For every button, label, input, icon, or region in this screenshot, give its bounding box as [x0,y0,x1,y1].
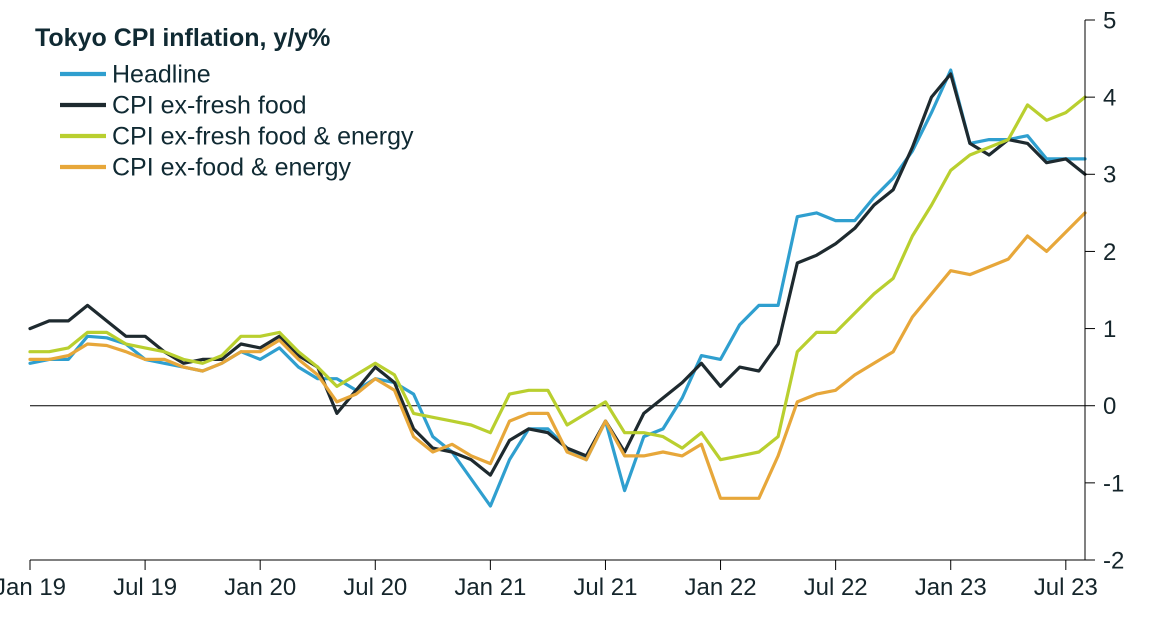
y-tick-label: 0 [1103,393,1116,420]
x-tick-label: Jan 19 [0,574,66,601]
x-tick-label: Jan 22 [685,574,757,601]
x-tick-label: Jan 20 [224,574,296,601]
legend-label: CPI ex-fresh food [112,91,307,119]
y-tick-label: 2 [1103,239,1116,266]
y-tick-label: 1 [1103,316,1116,343]
x-tick-label: Jul 23 [1034,574,1098,601]
chart-title: Tokyo CPI inflation, y/y% [35,24,330,52]
y-tick-label: 5 [1103,7,1116,34]
x-tick-label: Jan 21 [454,574,526,601]
legend-label: CPI ex-fresh food & energy [112,122,414,150]
x-tick-label: Jul 20 [343,574,407,601]
y-tick-label: 3 [1103,162,1116,189]
x-tick-label: Jul 19 [113,574,177,601]
legend-label: Headline [112,60,211,88]
y-tick-label: -1 [1103,470,1124,497]
y-tick-label: 4 [1103,85,1116,112]
y-tick-label: -2 [1103,547,1124,574]
cpi-line-chart: Jan 19 Jul 19 Jan 20 Jul 20 Jan 21 Jul 21 Jan … [0,0,1151,623]
x-tick-label: Jul 22 [804,574,868,601]
x-tick-label: Jul 21 [573,574,637,601]
x-tick-label: Jan 23 [915,574,987,601]
legend-label: CPI ex-food & energy [112,153,352,181]
